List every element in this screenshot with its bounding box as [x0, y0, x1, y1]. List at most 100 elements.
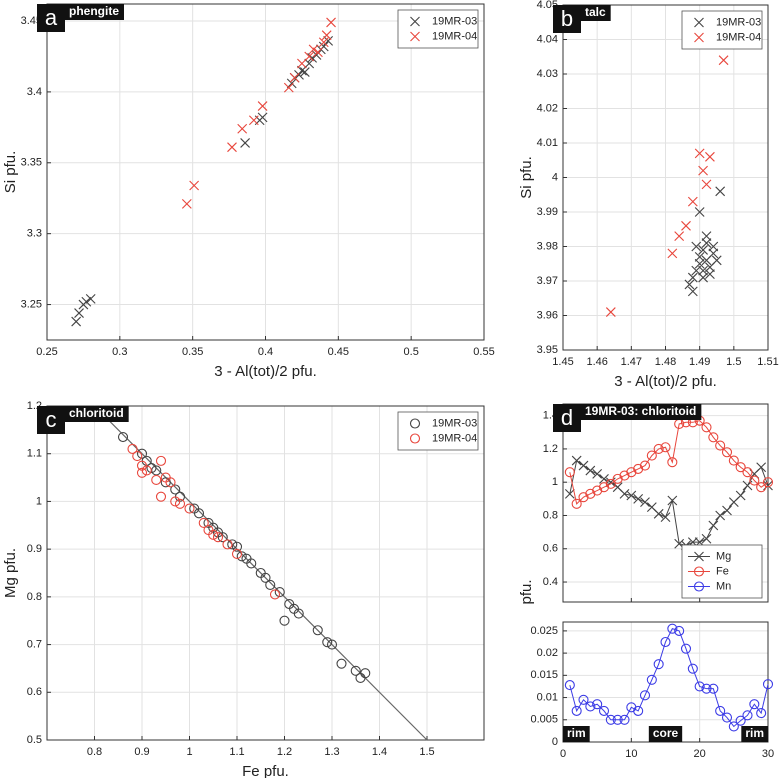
marker-x: [74, 308, 84, 318]
marker-circle: [701, 683, 712, 694]
marker-circle: [231, 548, 243, 559]
marker-circle: [626, 467, 637, 478]
y-tick-label: 3.25: [21, 298, 42, 310]
marker-circle: [592, 699, 603, 710]
marker-circle: [693, 581, 705, 592]
legend-label: 19MR-04: [716, 31, 761, 43]
y-tick-label: 1.2: [543, 443, 558, 455]
marker-x: [81, 296, 92, 307]
annotation-box: [741, 726, 768, 742]
marker-x: [718, 55, 729, 66]
panel-letter: b: [561, 6, 573, 31]
legend-label: 19MR-04: [432, 30, 477, 42]
y-tick-label: 4: [552, 171, 558, 183]
y-tick-label: 0.6: [543, 543, 558, 555]
marker-x: [227, 142, 237, 153]
marker-x: [698, 245, 708, 255]
y-tick-label: 4.02: [537, 102, 558, 114]
marker-circle: [193, 508, 205, 519]
marker-x: [304, 51, 315, 62]
marker-x: [684, 279, 695, 290]
x-tick-label: 10: [625, 748, 637, 760]
panel-letter-box: [37, 4, 65, 32]
marker-x: [286, 78, 297, 89]
y-tick-label: 0.7: [27, 638, 42, 650]
marker-x: [237, 123, 248, 134]
x-tick-label: 0.9: [134, 746, 149, 758]
marker-circle: [701, 422, 712, 433]
y-tick-label: 0.9: [27, 543, 42, 555]
y-tick-label: 3.3: [27, 228, 42, 240]
marker-circle: [667, 623, 678, 634]
marker-circle: [735, 462, 746, 473]
y-axis-label: Si pfu.: [2, 151, 19, 194]
marker-x: [701, 231, 712, 242]
marker-circle: [605, 478, 616, 489]
marker-circle: [265, 579, 276, 590]
series-line: [569, 420, 769, 505]
panel-letter: d: [561, 405, 573, 430]
y-tick-label: 0.015: [530, 669, 558, 681]
annotation-box: [648, 726, 683, 742]
marker-circle: [756, 708, 767, 719]
x-axis-label: 3 - Al(tot)/2 pfu.: [614, 373, 717, 390]
marker-circle: [728, 455, 739, 466]
marker-x: [318, 37, 329, 48]
marker-x: [585, 465, 596, 476]
marker-x: [694, 32, 704, 43]
marker-circle: [184, 503, 195, 514]
marker-x: [257, 101, 268, 111]
panel-tag: talc: [585, 5, 606, 19]
marker-circle: [687, 663, 698, 674]
marker-x: [698, 165, 708, 176]
x-tick-label: 1.46: [586, 356, 607, 368]
marker-x: [691, 241, 702, 252]
marker-circle: [756, 482, 767, 493]
marker-x: [694, 207, 705, 217]
marker-x: [626, 490, 637, 501]
marker-circle: [660, 636, 671, 648]
y-axis-label: Si pfu.: [518, 156, 535, 199]
x-tick-label: 1.2: [277, 746, 292, 758]
x-axis-label: Fe pfu.: [242, 763, 289, 778]
marker-circle: [612, 714, 623, 725]
marker-circle: [260, 572, 271, 583]
marker-circle: [742, 710, 753, 721]
y-axis-label: pfu.: [518, 579, 535, 604]
marker-x: [735, 490, 746, 501]
marker-x: [71, 316, 82, 327]
panel-letter: a: [45, 5, 58, 30]
marker-circle: [660, 442, 671, 453]
marker-x: [701, 179, 712, 190]
marker-x: [715, 186, 726, 197]
marker-x: [181, 199, 192, 209]
marker-circle: [322, 637, 333, 648]
y-tick-label: 3.99: [537, 206, 558, 218]
marker-x: [667, 248, 678, 259]
marker-x: [694, 17, 704, 28]
marker-circle: [571, 705, 582, 716]
legend-label: 19MR-04: [432, 432, 477, 444]
marker-x: [619, 488, 630, 499]
marker-circle: [653, 659, 664, 670]
y-tick-label: 3.98: [537, 240, 558, 252]
legend-box: [397, 411, 479, 451]
marker-circle: [409, 433, 421, 444]
panel-tag: chloritoid: [69, 406, 124, 420]
plot-frame: [46, 3, 485, 341]
marker-x: [85, 293, 96, 304]
marker-x: [326, 17, 336, 28]
x-tick-label: 1.49: [689, 356, 710, 368]
marker-x: [605, 307, 616, 317]
marker-circle: [721, 712, 733, 723]
marker-circle: [612, 473, 623, 484]
marker-circle: [227, 539, 238, 550]
plot-frame: [562, 4, 769, 351]
legend-label: Mg: [716, 550, 731, 562]
marker-x: [299, 67, 310, 77]
marker-circle: [592, 485, 603, 496]
legend-label: Fe: [716, 565, 729, 577]
marker-circle: [198, 517, 209, 528]
marker-x: [722, 505, 732, 516]
